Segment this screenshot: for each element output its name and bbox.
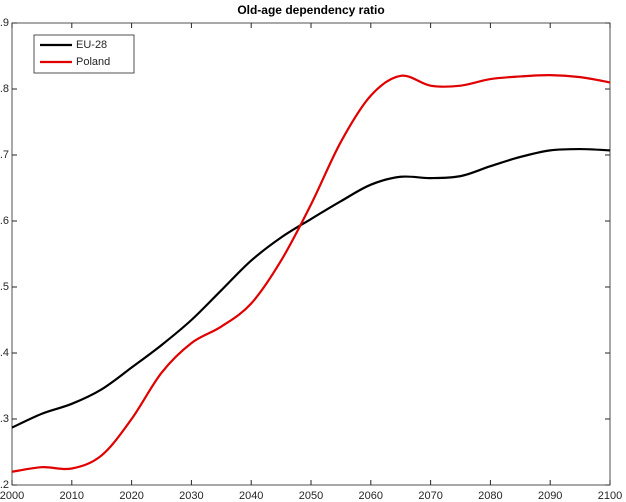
legend-box bbox=[33, 34, 135, 74]
x-tick-label: 2100 bbox=[598, 490, 622, 502]
y-tick-label: 0.4 bbox=[0, 347, 9, 359]
y-tick-label: 0.5 bbox=[0, 281, 9, 293]
y-tick-label: 0.8 bbox=[0, 83, 9, 95]
x-tick-label: 2080 bbox=[478, 490, 502, 502]
legend-label: Poland bbox=[76, 56, 110, 68]
y-tick-label: 0.9 bbox=[0, 17, 9, 29]
legend-label: EU-28 bbox=[76, 39, 107, 51]
y-tick-label: 0.2 bbox=[0, 479, 9, 491]
x-tick-label: 2050 bbox=[299, 490, 323, 502]
x-tick-label: 2010 bbox=[60, 490, 84, 502]
chart-title: Old-age dependency ratio bbox=[237, 3, 384, 17]
x-tick-label: 2060 bbox=[359, 490, 383, 502]
x-tick-label: 2070 bbox=[418, 490, 442, 502]
line-series bbox=[11, 147, 611, 429]
x-tick-label: 2030 bbox=[179, 490, 203, 502]
x-tick-label: 2040 bbox=[239, 490, 263, 502]
y-tick-label: 0.6 bbox=[0, 215, 9, 227]
x-tick-label: 2020 bbox=[119, 490, 143, 502]
x-tick-label: 2000 bbox=[0, 490, 24, 502]
y-tick-label: 0.7 bbox=[0, 149, 9, 161]
y-tick-label: 0.3 bbox=[0, 413, 9, 425]
x-tick-label: 2090 bbox=[538, 490, 562, 502]
line-series bbox=[11, 74, 611, 473]
